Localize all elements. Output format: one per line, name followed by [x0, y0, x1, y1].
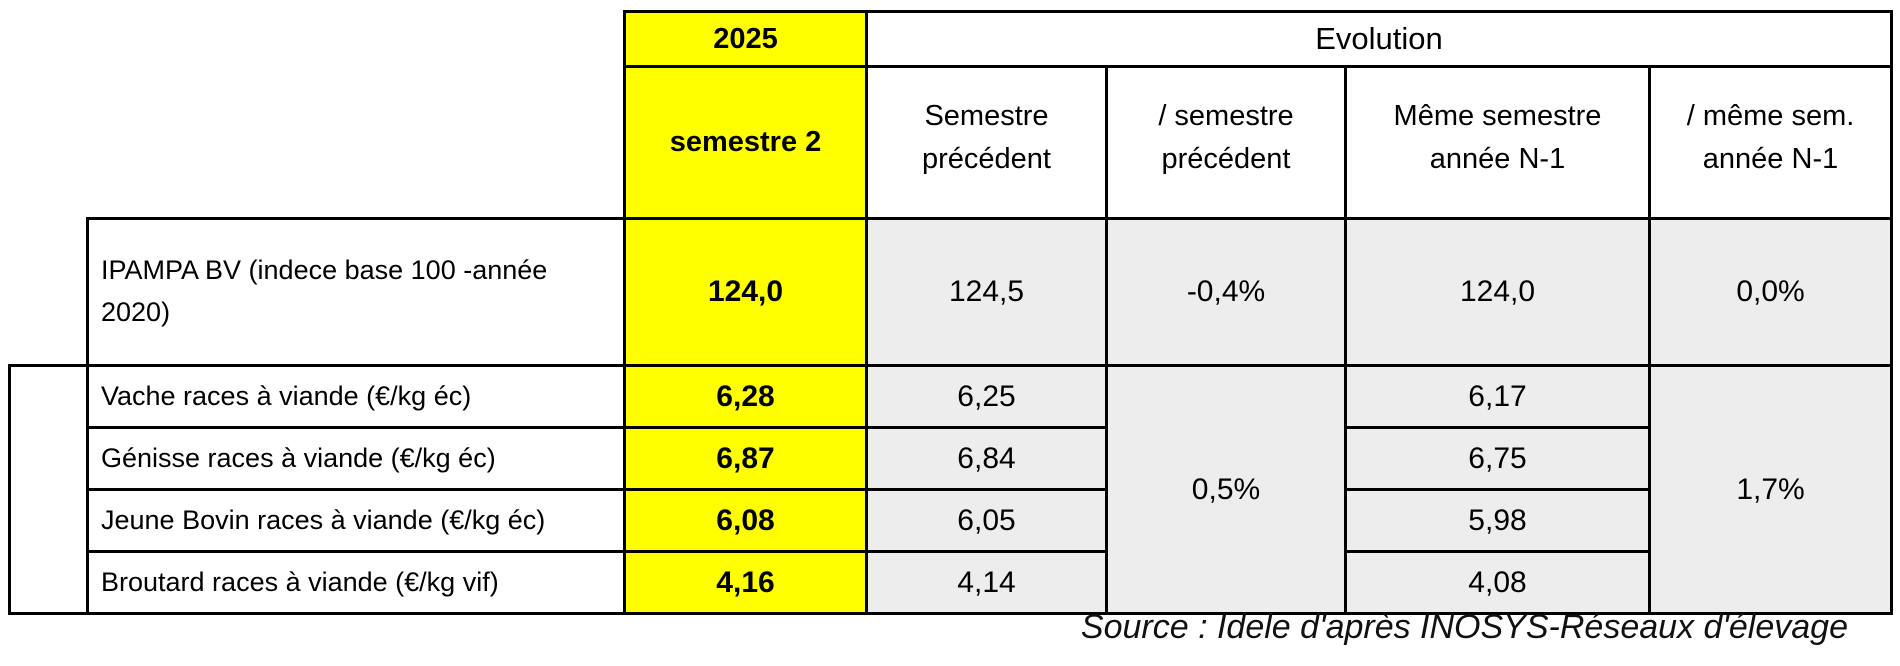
value-cell-previous: 6,84 — [865, 426, 1108, 491]
group-label-cell: prix de revient — [8, 364, 89, 615]
value-cell-vs-year-n1: 0,0% — [1647, 217, 1894, 367]
value-cell-previous: 6,05 — [865, 488, 1108, 553]
col-header-semestre-precedent: Semestre précédent — [865, 65, 1108, 220]
ipampa-row: IPAMPA BV (indece base 100 -année 2020) … — [10, 217, 1894, 367]
row-label: IPAMPA BV (indece base 100 -année 2020) — [86, 217, 626, 367]
value-cell-year-n1: 5,98 — [1344, 488, 1651, 553]
value-cell-previous: 6,25 — [865, 364, 1108, 429]
value-cell-current: 6,08 — [623, 488, 868, 553]
blank-corner — [10, 67, 625, 219]
col-header-meme-semestre: Même semestre année N-1 — [1344, 65, 1651, 220]
period-header-cell: semestre 2 — [623, 65, 868, 220]
col-header-vs-semestre-precedent: / semestre précédent — [1105, 65, 1347, 220]
value-cell-current: 4,16 — [623, 550, 868, 615]
prix-row: Broutard races à viande (€/kg vif) 4,16 … — [10, 550, 1892, 615]
value-cell-year-n1: 6,75 — [1344, 426, 1651, 491]
evolution-header-cell: Evolution — [864, 10, 1894, 68]
value-cell-previous: 124,5 — [865, 217, 1108, 367]
prix-row: Génisse races à viande (€/kg éc) 6,87 6,… — [10, 426, 1892, 491]
price-table: 2025 Evolution semestre 2 Semestre précé… — [8, 10, 1894, 615]
value-cell-vs-previous: -0,4% — [1105, 217, 1347, 367]
value-cell-year-n1: 6,17 — [1344, 364, 1651, 429]
value-cell-year-n1: 124,0 — [1344, 217, 1651, 367]
header-row-columns: semestre 2 Semestre précédent / semestre… — [10, 65, 1894, 220]
prix-row: Jeune Bovin races à viande (€/kg éc) 6,0… — [10, 488, 1892, 553]
value-cell-current: 124,0 — [623, 217, 868, 367]
col-header-vs-meme-semestre: / même sem. année N-1 — [1647, 65, 1894, 220]
value-cell-current: 6,87 — [623, 426, 868, 491]
year-header-cell: 2025 — [623, 10, 868, 68]
blank-corner — [10, 12, 625, 67]
header-row-year: 2025 Evolution — [10, 10, 1894, 68]
value-cell-current: 6,28 — [623, 364, 868, 429]
value-cell-previous: 4,14 — [865, 550, 1108, 615]
row-label: Génisse races à viande (€/kg éc) — [86, 426, 626, 491]
source-caption: Source : Idele d'après INOSYS-Réseaux d'… — [1080, 608, 1848, 646]
row-label: Broutard races à viande (€/kg vif) — [86, 550, 626, 615]
merged-vs-year-n1-cell: 1,7% — [1647, 364, 1894, 615]
row-label: Vache races à viande (€/kg éc) — [86, 364, 626, 429]
value-cell-year-n1: 4,08 — [1344, 550, 1651, 615]
row-label: Jeune Bovin races à viande (€/kg éc) — [86, 488, 626, 553]
prix-row: prix de revient Vache races à viande (€/… — [8, 364, 1894, 615]
merged-vs-previous-cell: 0,5% — [1105, 364, 1347, 615]
blank-strip — [10, 219, 88, 366]
